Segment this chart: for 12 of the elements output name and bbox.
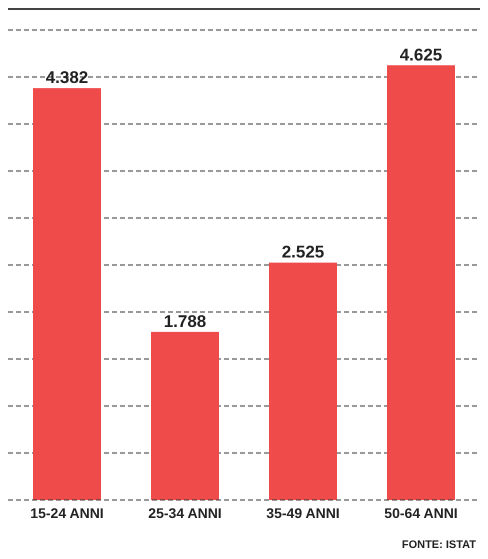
x-tick-label: 35-49 ANNI (266, 504, 340, 521)
x-tick-label: 50-64 ANNI (384, 504, 458, 521)
data-label: 2.525 (282, 242, 324, 262)
x-tick-label: 25-34 ANNI (148, 504, 222, 521)
data-label: 4.625 (400, 45, 442, 64)
bar (151, 332, 219, 500)
data-label: 1.788 (164, 312, 206, 331)
bar (269, 262, 337, 500)
bar (387, 65, 455, 500)
source-note: FONTE: ISTAT (402, 539, 476, 551)
x-tick-label: 15-24 ANNI (30, 504, 104, 521)
bar (33, 88, 101, 500)
